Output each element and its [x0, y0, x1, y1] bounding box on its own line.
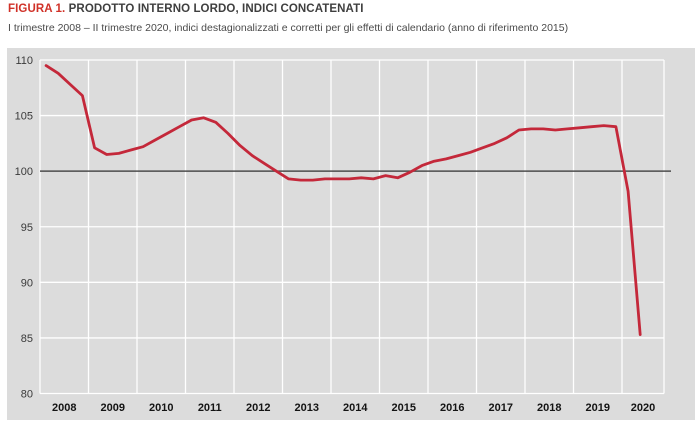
svg-text:2012: 2012 — [246, 402, 270, 414]
svg-text:80: 80 — [21, 389, 33, 401]
x-axis-labels: 2008 2009 2010 2011 2012 2013 2014 2015 2016 2017… — [52, 402, 655, 414]
figure-subtitle: I trimestre 2008 – II trimestre 2020, in… — [8, 22, 569, 34]
svg-text:105: 105 — [15, 111, 33, 123]
grid-lines — [39, 59, 665, 395]
svg-text:90: 90 — [21, 277, 33, 289]
svg-text:2008: 2008 — [52, 402, 76, 414]
svg-text:2011: 2011 — [198, 402, 222, 414]
svg-text:85: 85 — [21, 333, 33, 345]
figure-label: FIGURA 1. — [8, 3, 66, 15]
svg-text:2013: 2013 — [295, 402, 319, 414]
chart-canvas: 110 105 100 95 90 85 80 2008 2009 2010 2011 2012 201… — [7, 48, 695, 420]
gdp-line-chart: 110 105 100 95 90 85 80 2008 2009 2010 2011 2012 201… — [0, 48, 698, 420]
svg-text:2015: 2015 — [392, 402, 416, 414]
svg-text:110: 110 — [15, 55, 33, 67]
svg-text:2016: 2016 — [440, 402, 464, 414]
figure-title-line: FIGURA 1. PRODOTTO INTERNO LORDO, INDICI… — [8, 2, 694, 17]
gdp-series-line — [44, 64, 642, 337]
chart-panel-bg — [7, 48, 695, 420]
svg-text:2017: 2017 — [489, 402, 513, 414]
svg-text:2014: 2014 — [343, 402, 368, 414]
svg-text:2009: 2009 — [101, 402, 125, 414]
svg-text:2018: 2018 — [537, 402, 561, 414]
figure-header: FIGURA 1. PRODOTTO INTERNO LORDO, INDICI… — [8, 2, 694, 35]
svg-text:2010: 2010 — [149, 402, 173, 414]
figure-title: PRODOTTO INTERNO LORDO, INDICI CONCATENA… — [68, 3, 364, 15]
svg-text:100: 100 — [15, 166, 33, 178]
svg-text:2019: 2019 — [586, 402, 610, 414]
svg-text:2020: 2020 — [631, 402, 655, 414]
svg-text:95: 95 — [21, 222, 33, 234]
y-axis-labels: 110 105 100 95 90 85 80 — [15, 55, 33, 401]
